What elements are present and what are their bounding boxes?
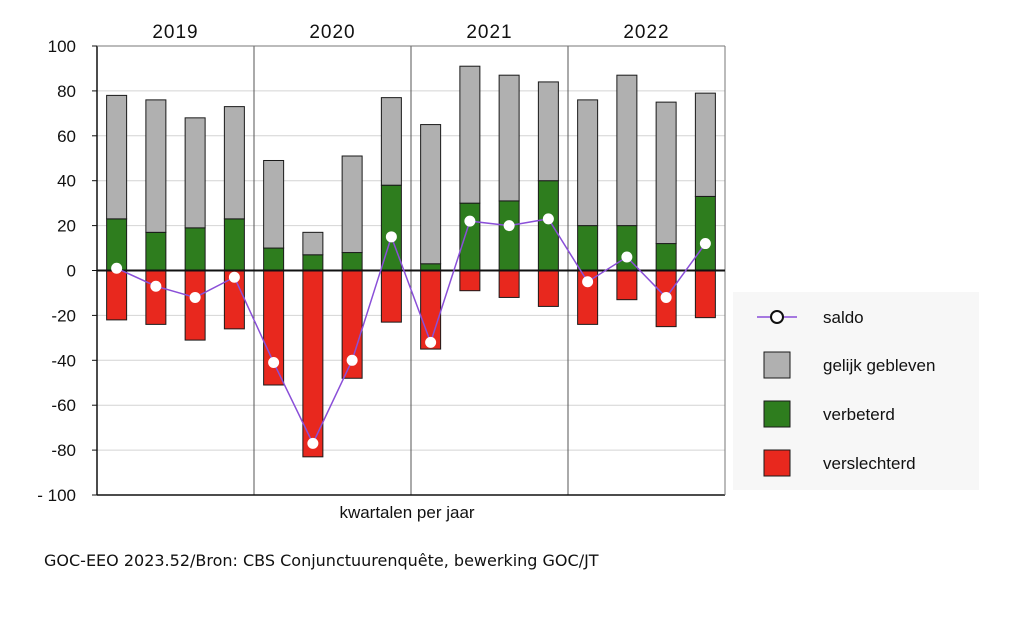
bar-gelijk-gebleven [537, 81, 559, 182]
y-tick-label: - 100 [37, 486, 76, 505]
bars [106, 65, 716, 458]
year-label: 2021 [466, 22, 512, 43]
bar-verbeterd [498, 200, 520, 271]
bar-verbeterd [577, 225, 599, 272]
saldo-point [582, 276, 594, 288]
bar-verslechterd [694, 270, 716, 319]
y-tick-labels: 100 80 60 40 20 0 -20 -40 -60 -80 - 100 [37, 37, 76, 505]
saldo-line-path [116, 218, 706, 446]
axes [92, 45, 726, 496]
bar-verbeterd [694, 195, 716, 271]
bar-gelijk-gebleven [145, 99, 167, 233]
saldo-point [503, 220, 515, 232]
y-tick-label: 60 [57, 127, 76, 146]
bar-gelijk-gebleven [459, 65, 481, 204]
bar-verbeterd [420, 263, 442, 272]
bar-verslechterd [184, 270, 206, 341]
legend: saldo gelijk gebleven verbeterd verslechter… [733, 292, 979, 490]
bar-verbeterd [341, 252, 363, 271]
bar-verbeterd [145, 231, 167, 272]
bar-gelijk-gebleven [694, 92, 716, 197]
saldo-point [660, 291, 672, 303]
bar-gelijk-gebleven [655, 101, 677, 245]
y-tick-label: 100 [48, 37, 76, 56]
y-tick-label: -40 [51, 351, 76, 370]
y-tick-label: -20 [51, 306, 76, 325]
bar-verbeterd [655, 243, 677, 271]
year-label: 2020 [309, 22, 355, 43]
saldo-point [346, 354, 358, 366]
year-label: 2019 [152, 22, 198, 43]
saldo-point [385, 231, 397, 243]
y-tick-label: 40 [57, 172, 76, 191]
legend-label: gelijk gebleven [823, 356, 935, 375]
saldo-point [111, 262, 123, 274]
bar-verbeterd [459, 202, 481, 271]
year-label: 2022 [623, 22, 669, 43]
y-tick-label: 0 [67, 262, 76, 281]
bar-verbeterd [263, 247, 285, 272]
bar-gelijk-gebleven [498, 74, 520, 202]
bar-gelijk-gebleven [577, 99, 599, 227]
saldo-point [189, 291, 201, 303]
bar-verbeterd [106, 218, 128, 272]
bar-verslechterd [380, 270, 402, 323]
bar-gelijk-gebleven [223, 106, 245, 220]
y-tick-label: -60 [51, 396, 76, 415]
bar-verslechterd [459, 270, 481, 292]
saldo-point [621, 251, 633, 263]
y-tick-label: -80 [51, 441, 76, 460]
saldo-point [425, 336, 437, 348]
bar-verbeterd [302, 254, 324, 272]
bar-gelijk-gebleven [106, 94, 128, 220]
bar-gelijk-gebleven [616, 74, 638, 227]
bar-gelijk-gebleven [302, 231, 324, 256]
year-labels: 2019 2020 2021 2022 [152, 22, 669, 43]
source-note: GOC-EEO 2023.52/Bron: CBS Conjunctuurenq… [44, 551, 599, 570]
bar-gelijk-gebleven [380, 97, 402, 186]
bar-verslechterd [537, 270, 559, 307]
saldo-point [268, 357, 280, 369]
bar-verslechterd [106, 270, 128, 321]
legend-swatch [763, 449, 791, 477]
saldo-point [699, 238, 711, 250]
legend-label: saldo [823, 308, 864, 327]
legend-marker-saldo [770, 310, 784, 324]
x-axis-label: kwartalen per jaar [339, 503, 474, 522]
bar-verslechterd [145, 270, 167, 325]
saldo-point [464, 215, 476, 227]
bar-gelijk-gebleven [263, 159, 285, 249]
legend-label: verslechterd [823, 454, 916, 473]
bar-verslechterd [616, 270, 638, 301]
saldo-point [228, 271, 240, 283]
y-tick-label: 20 [57, 217, 76, 236]
saldo-point [307, 437, 319, 449]
bar-verbeterd [537, 180, 559, 271]
legend-label: verbeterd [823, 405, 895, 424]
saldo-point [542, 213, 554, 225]
bar-gelijk-gebleven [420, 124, 442, 265]
saldo-point [150, 280, 162, 292]
y-tick-label: 80 [57, 82, 76, 101]
legend-swatch [763, 400, 791, 428]
legend-swatch [763, 351, 791, 379]
bar-verbeterd [223, 218, 245, 272]
bar-gelijk-gebleven [184, 117, 206, 229]
bar-gelijk-gebleven [341, 155, 363, 254]
bar-verbeterd [184, 227, 206, 271]
bar-verslechterd [498, 270, 520, 298]
saldo-line [111, 213, 711, 449]
